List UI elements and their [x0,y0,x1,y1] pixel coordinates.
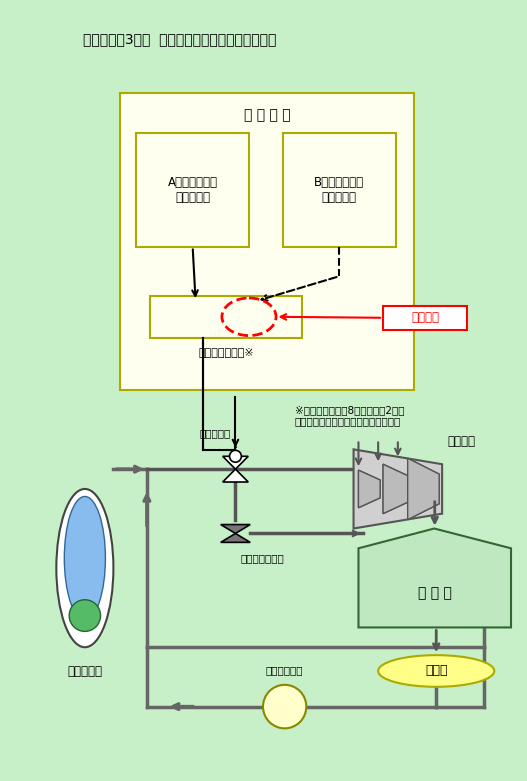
Polygon shape [221,533,250,542]
Ellipse shape [69,600,101,631]
Text: 復 水 器: 復 水 器 [418,586,452,600]
Ellipse shape [56,489,113,647]
Polygon shape [222,456,248,469]
Polygon shape [358,470,380,508]
Polygon shape [408,458,439,519]
Bar [136,133,249,247]
Circle shape [263,685,306,729]
Polygon shape [358,529,511,627]
Text: 当該箇所: 当該箇所 [411,312,439,324]
Circle shape [230,451,241,462]
Polygon shape [358,470,380,508]
Polygon shape [354,449,442,529]
Ellipse shape [378,655,494,686]
Text: 蒸気発生器: 蒸気発生器 [67,665,102,678]
Text: ※主蒸気ダンプ弁8台のうち、2台が
当該カードによって制御されている。: ※主蒸気ダンプ弁8台のうち、2台が 当該カードによって制御されている。 [295,405,404,426]
Bar [120,93,414,390]
Bar [383,306,467,330]
Text: 制 御 装 置: 制 御 装 置 [243,108,290,122]
Text: 主蒸気止弁: 主蒸気止弁 [199,429,230,438]
Text: 制御出力カード※: 制御出力カード※ [198,348,254,358]
Text: タービン: タービン [447,434,475,448]
Bar [150,296,302,337]
Ellipse shape [64,497,105,620]
Text: 伊方発電所3号機  主蒸気ダンプ弁制御回路概略図: 伊方発電所3号機 主蒸気ダンプ弁制御回路概略図 [83,32,276,46]
Bar [282,133,396,247]
Text: 脱気器: 脱気器 [425,665,447,677]
Polygon shape [408,458,439,519]
Text: B系演算カード
（待機系）: B系演算カード （待機系） [314,176,364,204]
Polygon shape [221,525,250,533]
Polygon shape [222,469,248,482]
Polygon shape [383,464,411,514]
Polygon shape [383,464,411,514]
Text: 主給水ポンプ: 主給水ポンプ [266,665,304,675]
Text: 主蒸気ダンプ弁: 主蒸気ダンプ弁 [240,553,284,563]
Text: A系演算カード
（常用系）: A系演算カード （常用系） [168,176,218,204]
